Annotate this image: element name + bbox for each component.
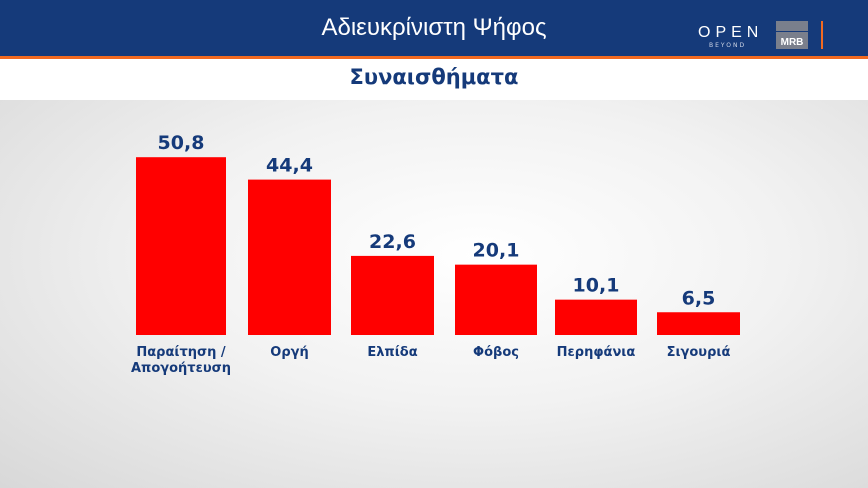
category-label: Φόβος [473, 345, 519, 360]
data-label: 6,5 [682, 287, 716, 309]
chart-title: Συναισθήματα [349, 65, 519, 89]
data-label: 44,4 [266, 155, 313, 177]
bar [455, 264, 537, 335]
bar [248, 179, 331, 335]
header-accent-line [0, 56, 868, 59]
category-label: Περηφάνια [557, 345, 636, 360]
bar [555, 299, 637, 335]
open-logo: OPEN [698, 24, 764, 41]
mrb-logo-text: MRB [780, 37, 804, 48]
category-label: Οργή [270, 345, 308, 360]
page-title: Αδιευκρίνιστη Ψήφος [321, 14, 547, 41]
category-label: Ελπίδα [367, 345, 417, 360]
bar [136, 157, 226, 335]
data-label: 50,8 [158, 132, 205, 154]
category-label: Παραίτηση / Απογοήτευση [131, 345, 231, 376]
category-label: Σιγουριά [667, 345, 731, 360]
data-label: 10,1 [573, 275, 620, 297]
subtitle-band [0, 59, 868, 100]
header-bar [0, 0, 868, 56]
logo-divider [821, 21, 823, 49]
mrb-logo: MRB [776, 21, 808, 49]
data-label: 20,1 [473, 240, 520, 262]
open-logo-tagline: BEYOND [709, 42, 747, 49]
bar [657, 312, 740, 335]
bar [351, 255, 434, 335]
data-label: 22,6 [369, 231, 416, 253]
